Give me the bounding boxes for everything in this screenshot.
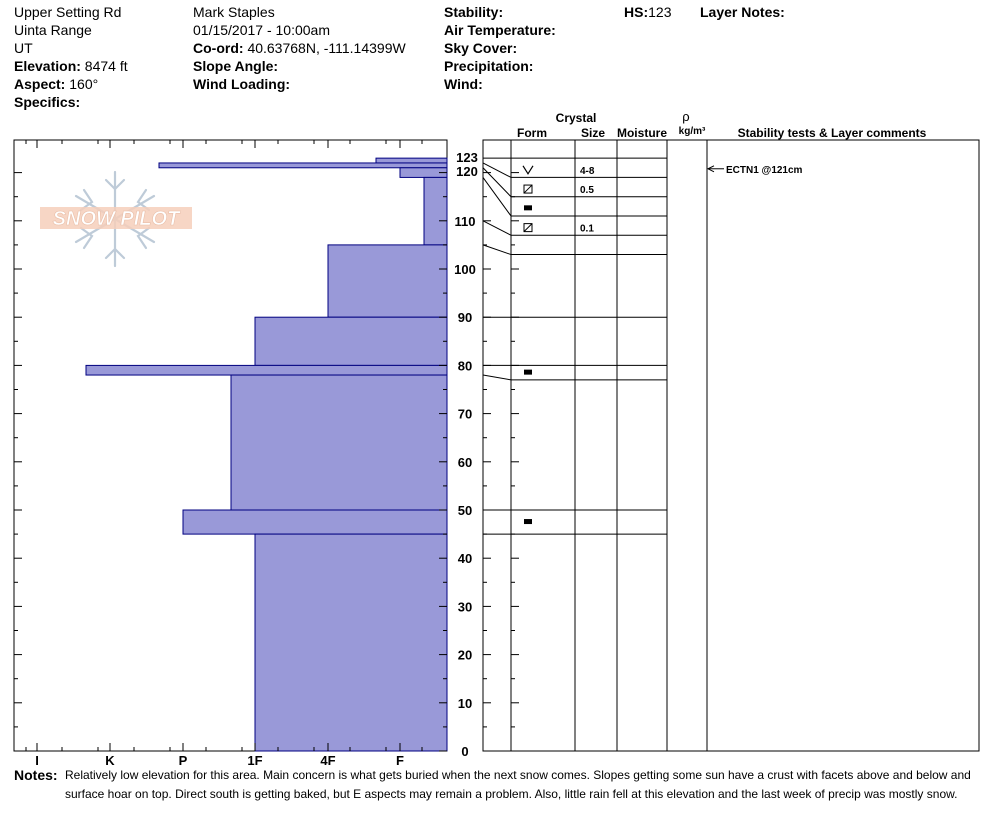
column-headers: Crystal Form Size Moisture ρ kg/m³ Stabi…: [517, 109, 927, 140]
hardness-bar: [158, 162, 448, 169]
y-tick-label: 80: [458, 358, 472, 373]
table-frame: [482, 139, 980, 752]
rho-header: ρ: [682, 109, 689, 124]
header-sky-cover: Sky Cover:: [444, 40, 518, 56]
header-slope-angle: Slope Angle:: [193, 58, 279, 74]
header-stability: Stability:: [444, 4, 504, 20]
y-tick-label: 110: [455, 214, 476, 229]
hardness-bar: [327, 244, 448, 318]
notes-text: Relatively low elevation for this area. …: [65, 768, 971, 801]
y-tick-label: 40: [458, 551, 472, 566]
snowpilot-watermark: SNOW PILOT: [40, 170, 192, 268]
notes-section: Notes: Relatively low elevation for this…: [14, 766, 989, 804]
header-elevation: Elevation: 8474 ft: [14, 58, 128, 74]
faceted-rounded-icon-slash: [523, 184, 533, 194]
surface-hoar-icon: [522, 165, 534, 175]
notes-label: Notes:: [14, 767, 58, 783]
hardness-bar: [182, 509, 448, 535]
hardness-bar: [230, 374, 448, 511]
stability-arrow-head: [706, 165, 715, 173]
density-unit-header: kg/m³: [679, 126, 706, 137]
header-specifics: Specifics:: [14, 94, 81, 110]
x-tick-label: P: [179, 753, 188, 766]
moisture-header: Moisture: [617, 126, 667, 140]
layer-boundary-line: [482, 167, 667, 198]
hardness-bar: [423, 176, 448, 246]
crystal-header: Crystal: [556, 111, 597, 125]
y-tick-label: 100: [454, 262, 476, 277]
x-tick-label: 1F: [247, 753, 262, 766]
layer-boundary-line: [482, 244, 667, 256]
faceted-rounded-icon: [523, 184, 533, 194]
header-wind: Wind:: [444, 76, 483, 92]
x-tick-label: 4F: [320, 753, 335, 766]
header-hs: HS:123: [624, 4, 672, 20]
melt-freeze-crust-icon: [524, 519, 532, 525]
snow-profile-chart: SNOW PILOT I K P 1F 4F F 0 10 20 30 40 50 60 70 80 90 1…: [13, 109, 980, 766]
x-tick-label: F: [396, 753, 404, 766]
melt-freeze-crust-icon: [524, 205, 532, 211]
header-location: Upper Setting Rd: [14, 4, 122, 20]
y-tick-label: 90: [458, 310, 472, 325]
layer-boundary-line: [482, 374, 667, 381]
hardness-bar: [85, 364, 448, 376]
form-header: Form: [517, 126, 547, 140]
faceted-rounded-icon-slash: [523, 223, 533, 232]
crystal-table: 4-8 0.5 0.1 ECTN1 @121cm: [482, 140, 803, 751]
stability-test-label: ECTN1 @121cm: [726, 165, 803, 176]
y-tick-label: 10: [458, 696, 472, 711]
y-tick-label: 0: [461, 744, 468, 759]
x-tick-label: I: [35, 753, 39, 766]
crystal-size: 0.1: [580, 224, 594, 235]
layer-boundary-line: [482, 220, 667, 236]
header-range: Uinta Range: [14, 22, 92, 38]
y-layer-label: 123: [456, 150, 478, 165]
y-tick-label: 20: [458, 648, 472, 663]
faceted-rounded-icon: [523, 223, 533, 233]
header-precipitation: Precipitation:: [444, 58, 534, 74]
x-tick-label: K: [105, 753, 115, 766]
hardness-plot: I K P 1F 4F F: [13, 139, 448, 766]
header-aspect: Aspect: 160°: [14, 76, 99, 92]
watermark-banner: [40, 207, 192, 229]
watermark-text: SNOW PILOT: [53, 208, 181, 230]
y-tick-label: 70: [458, 407, 472, 422]
header-state: UT: [14, 40, 33, 56]
header-air-temp: Air Temperature:: [444, 22, 556, 38]
y-layer-label: 120: [456, 164, 478, 179]
header-wind-loading: Wind Loading:: [193, 76, 291, 92]
hardness-bar: [254, 533, 448, 752]
header-layer-notes: Layer Notes:: [700, 4, 785, 20]
hardness-bar: [254, 316, 448, 366]
crystal-size: 4-8: [580, 166, 595, 177]
y-tick-label: 50: [458, 503, 472, 518]
header-coord: Co-ord: 40.63768N, -111.14399W: [193, 40, 406, 56]
crystal-size: 0.5: [580, 185, 594, 196]
layer-boundary-line: [482, 177, 667, 217]
header-observer: Mark Staples: [193, 4, 275, 20]
y-tick-label: 30: [458, 599, 472, 614]
y-tick-label: 60: [458, 455, 472, 470]
size-header: Size: [581, 126, 605, 140]
header-datetime: 01/15/2017 - 10:00am: [193, 22, 330, 38]
melt-freeze-crust-icon: [524, 369, 532, 375]
hardness-bar: [375, 157, 448, 164]
layer-boundary-line: [482, 162, 667, 178]
stability-header: Stability tests & Layer comments: [738, 126, 927, 140]
